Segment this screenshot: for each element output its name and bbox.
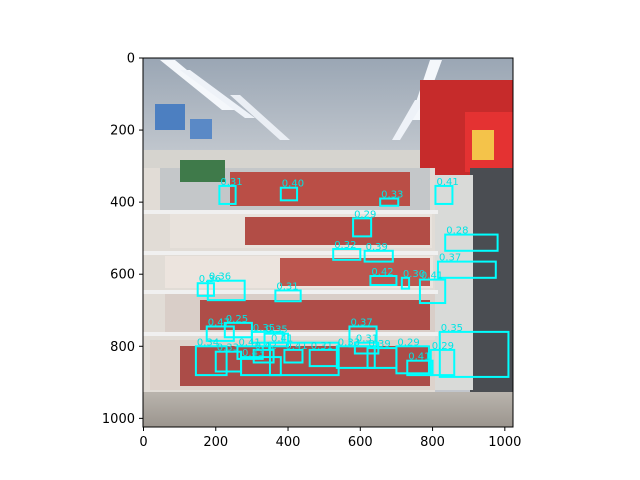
detection-box <box>196 282 215 297</box>
detection-score-label: 0.43 <box>242 348 264 359</box>
y-tick-label: 1000 <box>102 412 135 427</box>
detection-score-label: 0.37 <box>350 317 372 328</box>
x-tick-label: 1000 <box>488 435 521 450</box>
x-tick-label: 0 <box>139 435 147 450</box>
detection-score-label: 0.33 <box>338 337 360 348</box>
detection-score-label: 0.39 <box>366 242 388 253</box>
detection-box <box>236 345 264 360</box>
detection-box <box>363 249 394 263</box>
detection-box <box>332 247 362 261</box>
detection-box <box>206 279 246 302</box>
x-tick-label: 400 <box>276 435 301 450</box>
detection-score-label: 0.41 <box>421 271 443 282</box>
detection-box <box>434 184 454 205</box>
detection-score-label: 0.40 <box>282 179 304 190</box>
detection-box <box>240 356 282 377</box>
detection-score-label: 0.31 <box>276 281 298 292</box>
detection-box <box>369 275 398 287</box>
detection-box <box>223 321 253 339</box>
detection-score-label: 0.41 <box>408 352 430 363</box>
x-tick-label: 600 <box>348 435 373 450</box>
plot-frame <box>142 57 514 428</box>
detection-score-label: 0.41 <box>285 341 307 352</box>
x-tick-label: 200 <box>203 435 228 450</box>
detection-score-label: 0.32 <box>334 240 356 251</box>
detection-score-label: 0.31 <box>356 334 378 345</box>
detection-score-label: 0.39 <box>369 339 391 350</box>
detection-score-label: 0.35 <box>441 323 463 334</box>
detection-score-label: 0.35 <box>266 325 288 336</box>
detection-score-label: 0.29 <box>432 341 454 352</box>
detection-box <box>418 278 447 305</box>
detection-score-label: 0.42 <box>255 341 277 352</box>
detection-score-label: 0.35 <box>253 323 275 334</box>
detection-score-label: 0.29 <box>354 209 376 220</box>
detection-box <box>279 186 299 202</box>
detection-score-label: 0.33 <box>381 190 403 201</box>
x-axis: 0 200 400 600 800 1000 <box>139 427 521 450</box>
detection-score-label: 0.34 <box>197 337 219 348</box>
detection-box <box>379 197 400 207</box>
store-sign-icon <box>155 104 185 130</box>
detection-box <box>335 345 376 369</box>
y-tick-label: 800 <box>110 340 135 355</box>
detection-score-label: 0.47 <box>208 317 230 328</box>
x-tick-label: 800 <box>420 435 445 450</box>
detection-score-label: 0.41 <box>238 337 260 348</box>
shelf-photo <box>143 58 513 427</box>
detection-score-label: 0.33 <box>217 343 239 354</box>
detection-score-label: 0.25 <box>226 314 248 325</box>
detection-box <box>400 276 411 290</box>
detection-box <box>205 325 235 342</box>
y-axis: 0 200 400 600 800 1000 <box>102 52 143 427</box>
store-sign-icon <box>190 119 212 139</box>
y-tick-label: 200 <box>110 124 135 139</box>
detection-score-label: 0.41 <box>271 334 293 345</box>
detection-score-label: 0.37 <box>439 253 461 264</box>
detection-box <box>308 348 340 368</box>
y-tick-label: 0 <box>127 52 135 67</box>
detection-box <box>429 348 456 377</box>
detection-box <box>194 345 228 377</box>
detection-box <box>274 289 302 303</box>
detection-box <box>406 359 434 377</box>
detection-box <box>438 330 510 378</box>
detection-box <box>218 184 237 205</box>
detection-score-label: 0.41 <box>436 177 458 188</box>
detection-score-label: 0.31 <box>311 341 333 352</box>
detection-box <box>250 330 284 344</box>
detection-score-label: 0.30 <box>403 269 425 280</box>
detection-box <box>444 233 499 252</box>
detection-box <box>283 348 304 364</box>
detection-score-label: 0.36 <box>209 272 231 283</box>
detection-box <box>352 217 373 238</box>
detection-box <box>263 332 290 348</box>
detection-score-label: 0.29 <box>397 337 419 348</box>
detection-score-label: 0.31 <box>220 177 242 188</box>
detection-boxes: 0.31 0.400.330.410.290.280.32 0.390.370.36… <box>194 177 510 378</box>
y-tick-label: 600 <box>110 268 135 283</box>
detection-score-label: 0.42 <box>371 267 393 278</box>
detection-score-label: 0.28 <box>446 226 468 237</box>
detection-box <box>436 260 497 279</box>
y-tick-label: 400 <box>110 196 135 211</box>
